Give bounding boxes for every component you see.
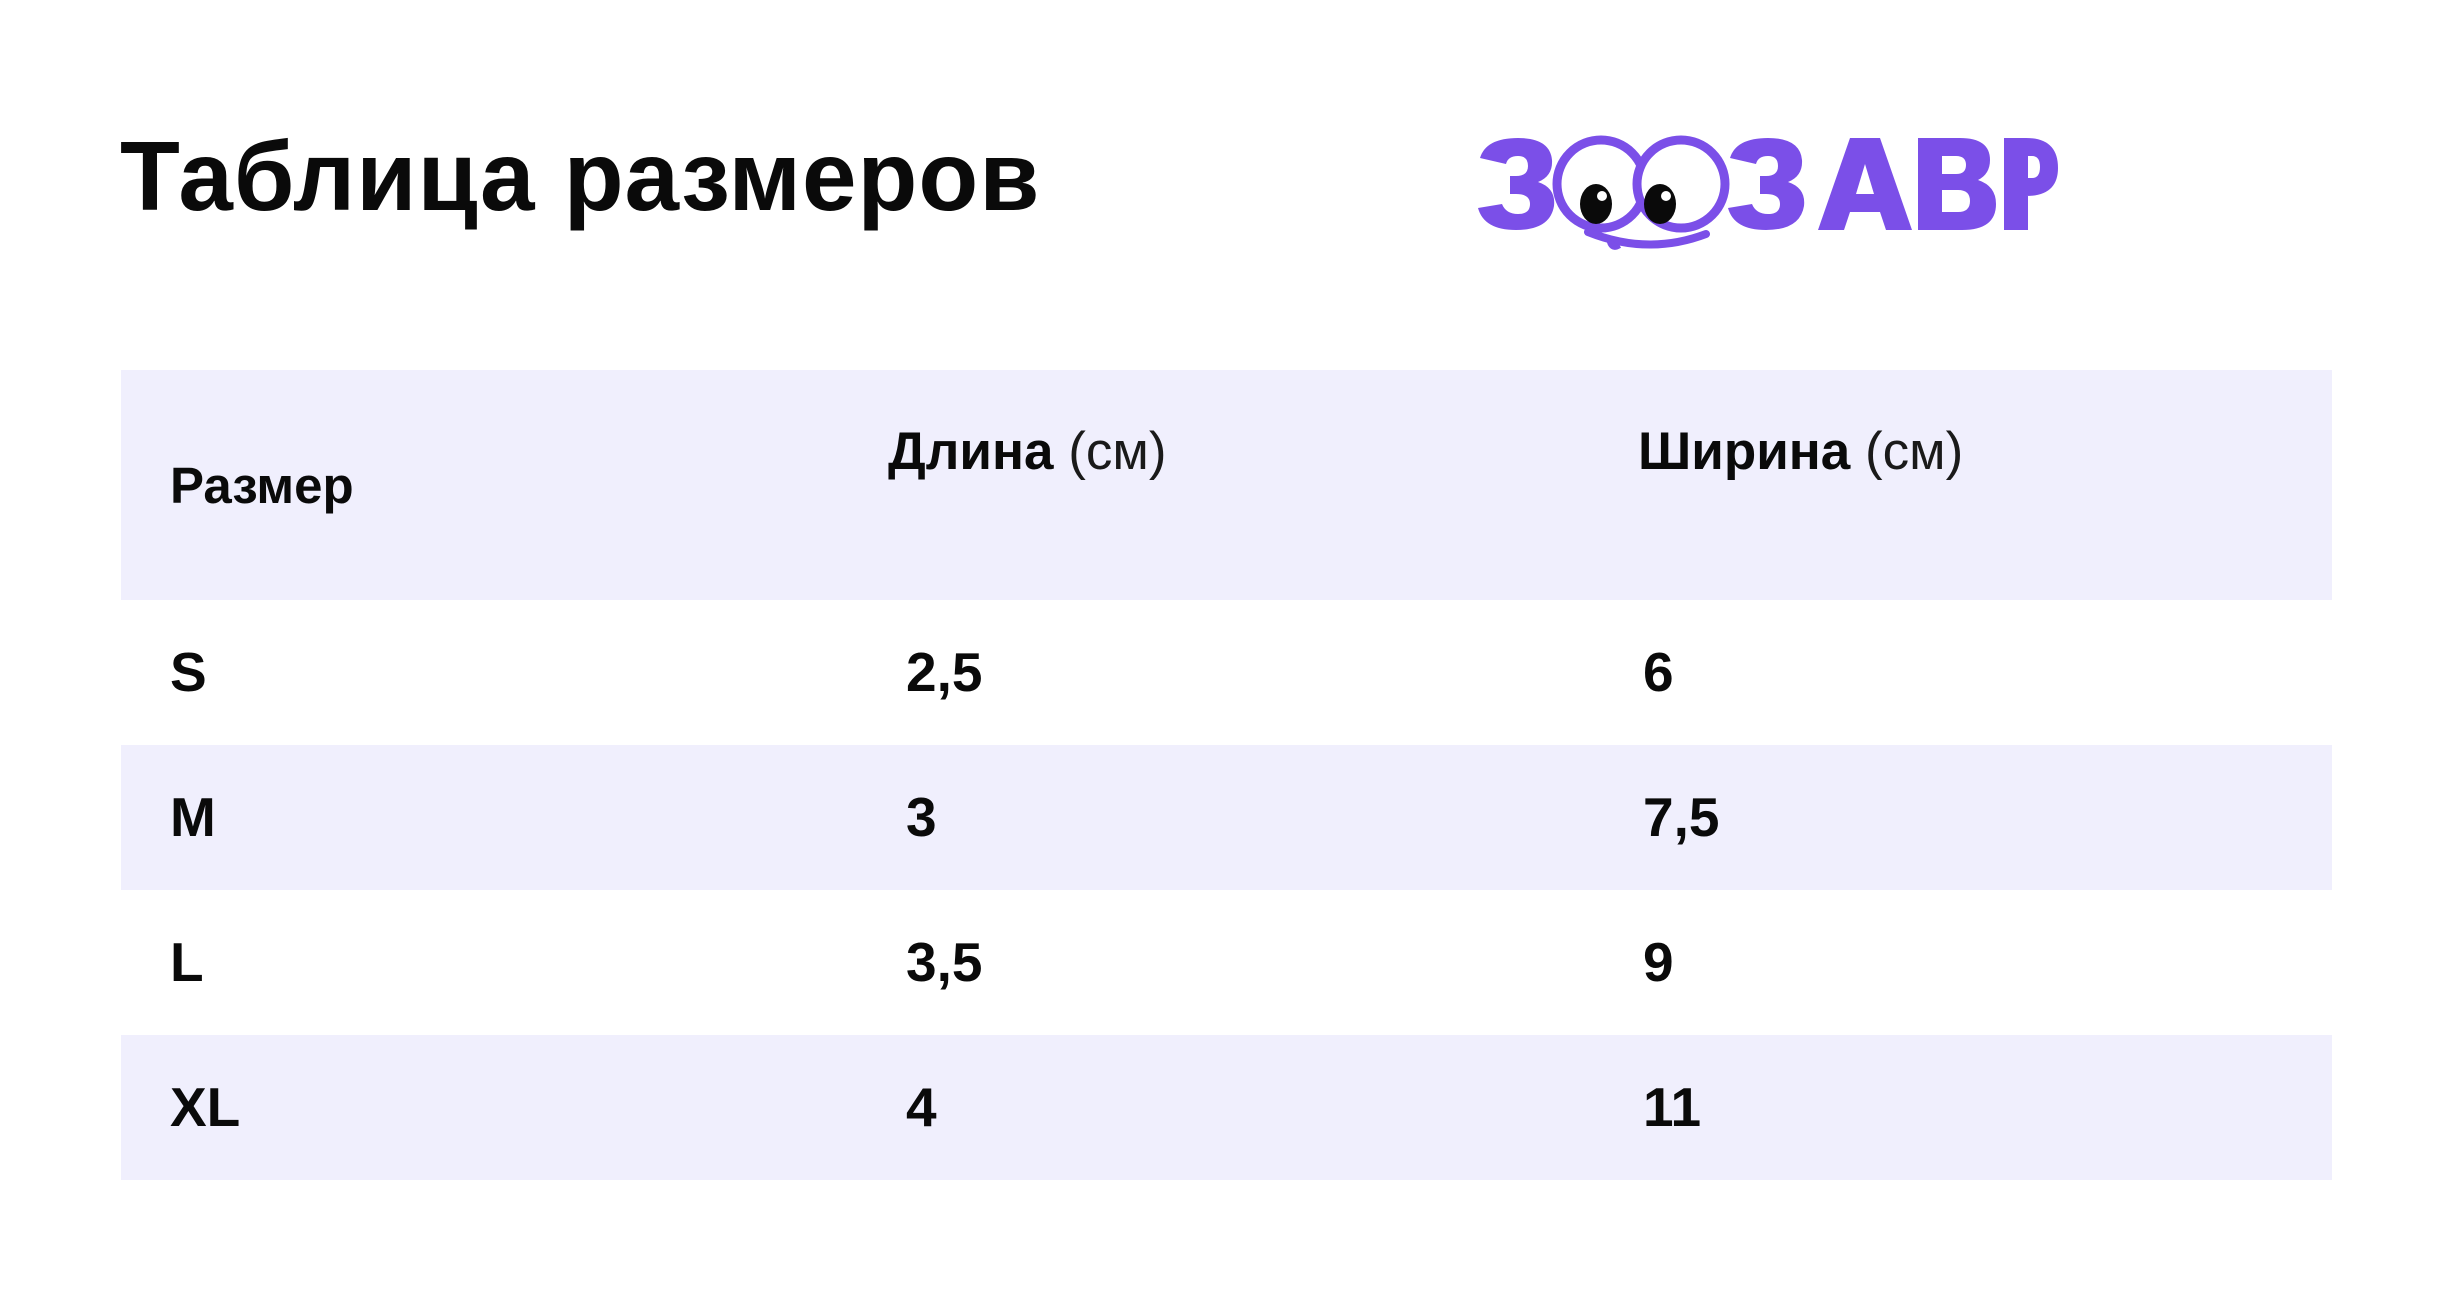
cell-length: 3,5 <box>906 931 983 993</box>
cell-width: 11 <box>1643 1076 1702 1138</box>
cell-width: 6 <box>1643 641 1674 703</box>
header-length: Длина (см) <box>888 421 1166 482</box>
cell-size: L <box>170 931 204 993</box>
cell-length: 3 <box>906 786 937 848</box>
table-row: M 3 7,5 <box>121 745 2332 890</box>
table-row: L 3,5 9 <box>121 890 2332 1035</box>
cell-size: S <box>170 641 207 703</box>
cell-width: 9 <box>1643 931 1674 993</box>
cell-size: M <box>170 786 216 848</box>
brand-logo <box>1478 130 2058 260</box>
header-width-label: Ширина <box>1638 422 1851 481</box>
page-title: Таблица размеров <box>120 121 1041 231</box>
cell-size: XL <box>170 1076 241 1138</box>
table-header-row: Размер Длина (см) Ширина (см) <box>121 370 2332 600</box>
table-row: XL 4 11 <box>121 1035 2332 1180</box>
header-size: Размер <box>170 457 354 514</box>
cell-length: 4 <box>906 1076 937 1138</box>
cell-width: 7,5 <box>1643 786 1720 848</box>
header-width: Ширина (см) <box>1638 421 1963 482</box>
header-width-unit: (см) <box>1865 422 1964 481</box>
header-length-unit: (см) <box>1068 422 1167 481</box>
header-length-label: Длина <box>888 422 1054 481</box>
table-row: S 2,5 6 <box>121 600 2332 745</box>
cell-length: 2,5 <box>906 641 983 703</box>
size-table: Размер Длина (см) Ширина (см) S 2,5 6 M … <box>121 370 2332 1180</box>
